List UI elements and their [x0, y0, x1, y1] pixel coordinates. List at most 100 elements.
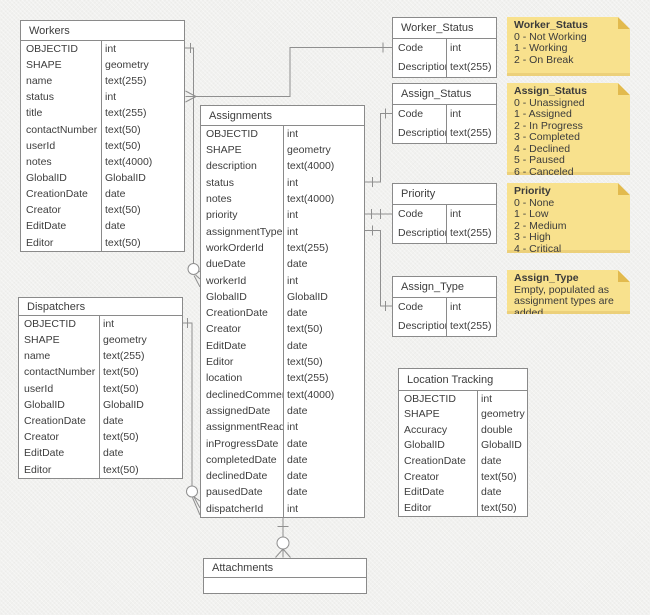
table-row: declinedComment text(4000)	[201, 387, 364, 403]
table-row: Code int	[393, 105, 496, 124]
field-name: dueDate	[206, 259, 246, 270]
note-line: 5 - Paused	[514, 154, 565, 166]
field-name: Creator	[24, 432, 60, 443]
field-name: priority	[206, 210, 238, 221]
field-name: workOrderId	[206, 242, 264, 254]
field-name: OBJECTID	[404, 393, 456, 405]
note-line: 3 - Completed	[514, 131, 580, 143]
table-row	[204, 578, 366, 593]
field-type: date	[105, 189, 126, 200]
table-worker-status[interactable]: Worker_Status Code int Description text(255)	[392, 17, 497, 78]
connector-assign-status-to-assignments-status[interactable]	[365, 108, 392, 188]
field-name: Description	[398, 128, 446, 139]
field-name: Code	[398, 209, 424, 220]
table-priority[interactable]: Priority Code int Description text(255)	[392, 183, 497, 244]
field-name: declinedComment	[206, 389, 283, 401]
table-assignments[interactable]: Assignments OBJECTID int SHAPE geometry descr…	[200, 105, 365, 519]
table-row: GlobalID GlobalID	[201, 289, 364, 305]
connector-assign-type-to-assignments-assignmenttype[interactable]	[365, 225, 392, 312]
table-row: priority int	[201, 207, 364, 223]
table-row: Editor text(50)	[19, 462, 182, 478]
field-name: inProgressDate	[206, 438, 279, 450]
field-name: name	[26, 76, 53, 87]
table-row: assignmentRead int	[201, 419, 364, 435]
table-row: EditDate date	[19, 446, 182, 462]
field-type: GlobalID	[103, 399, 144, 411]
field-name: workerId	[206, 275, 247, 287]
connector-priority-to-assignments-priority[interactable]	[365, 209, 392, 219]
connector-workers-objectid-to-assignments-workerid[interactable]	[185, 43, 201, 288]
field-type: text(4000)	[287, 161, 335, 172]
field-type: text(255)	[450, 128, 492, 139]
table-attachments[interactable]: Attachments	[203, 558, 367, 594]
connector-dispatchers-objectid-to-assignments-dispatcherid[interactable]	[183, 318, 201, 516]
field-name: EditDate	[404, 487, 445, 498]
field-name: notes	[26, 156, 52, 168]
note-assign-type[interactable]: Assign_Type Empty, populated as assignmen…	[507, 270, 630, 314]
field-type: int	[105, 43, 117, 55]
column-divider	[99, 316, 100, 478]
field-type: GlobalID	[105, 172, 146, 184]
field-type: double	[481, 424, 513, 436]
note-line: 0 - None	[514, 196, 555, 209]
field-type: date	[287, 487, 308, 498]
table-title-assign-status: Assign_Status	[393, 84, 496, 105]
table-row: OBJECTID int	[21, 41, 184, 57]
table-row: Description text(255)	[393, 317, 496, 336]
note-line: 4 - Declined	[514, 142, 571, 155]
table-row: status int	[201, 175, 364, 191]
field-name: assignedDate	[206, 405, 271, 417]
table-body-assignments: OBJECTID int SHAPE geometry description text(…	[201, 126, 364, 518]
table-row: CreationDate date	[21, 186, 184, 202]
field-type: int	[287, 128, 299, 140]
table-row: contactNumber text(50)	[19, 365, 182, 381]
note-assign-status[interactable]: Assign_Status 0 - Unassigned 1 - Assigned 2…	[507, 83, 630, 175]
field-type: int	[481, 393, 493, 405]
table-row: OBJECTID int	[399, 391, 527, 407]
field-name: Creator	[26, 205, 62, 216]
column-divider	[101, 41, 102, 251]
field-name: name	[24, 351, 51, 362]
table-workers[interactable]: Workers OBJECTID int SHAPE geometry name text(…	[20, 20, 185, 252]
table-row: workerId int	[201, 273, 364, 289]
note-worker-status[interactable]: Worker_Status 0 - Not Working 1 - Working 2…	[507, 17, 630, 76]
table-location-tracking[interactable]: Location Tracking OBJECTID int SHAPE geometr…	[398, 368, 528, 517]
field-name: GlobalID	[206, 291, 247, 303]
table-body-workers: OBJECTID int SHAPE geometry name text(255) sta…	[21, 41, 184, 251]
field-name: contactNumber	[26, 124, 98, 136]
field-type: geometry	[105, 59, 149, 71]
field-type: date	[287, 405, 308, 417]
table-row: notes text(4000)	[201, 191, 364, 207]
note-title: Worker_Status	[514, 19, 588, 31]
field-type: text(255)	[105, 108, 147, 119]
note-line: 2 - Medium	[514, 219, 567, 232]
note-line: 0 - Unassigned	[514, 96, 585, 109]
field-type: date	[287, 340, 308, 352]
field-name: location	[206, 373, 243, 384]
field-type: int	[450, 302, 462, 313]
field-type: date	[481, 455, 502, 467]
table-title-assignments: Assignments	[201, 106, 364, 126]
note-line: 0 - Not Working	[514, 30, 587, 43]
table-body-assign-type: Code int Description text(255)	[393, 298, 496, 336]
table-assign-type[interactable]: Assign_Type Code int Description text(255)	[392, 276, 497, 337]
table-dispatchers[interactable]: Dispatchers OBJECTID int SHAPE geometry name t…	[18, 297, 183, 479]
column-divider	[283, 126, 284, 518]
table-body-priority: Code int Description text(255)	[393, 205, 496, 243]
field-name: OBJECTID	[24, 318, 76, 330]
field-type: text(255)	[450, 62, 492, 73]
table-assign-status[interactable]: Assign_Status Code int Description text(255)	[392, 83, 497, 144]
table-row: Creator text(50)	[19, 429, 182, 445]
field-type: int	[287, 422, 299, 433]
column-divider	[446, 105, 447, 143]
field-name: GlobalID	[24, 399, 65, 411]
note-priority[interactable]: Priority 0 - None 1 - Low 2 - Medium 3 - Hig…	[507, 183, 630, 253]
connector-assignments-to-attachments[interactable]	[275, 516, 291, 558]
table-row: CreationDate date	[19, 413, 182, 429]
table-row: Creator text(50)	[21, 202, 184, 218]
field-name: Editor	[404, 502, 432, 514]
field-type: int	[287, 503, 299, 515]
field-name: Code	[398, 43, 424, 54]
field-name: Description	[398, 62, 446, 73]
connector-worker-status-to-workers-status[interactable]	[185, 42, 393, 103]
